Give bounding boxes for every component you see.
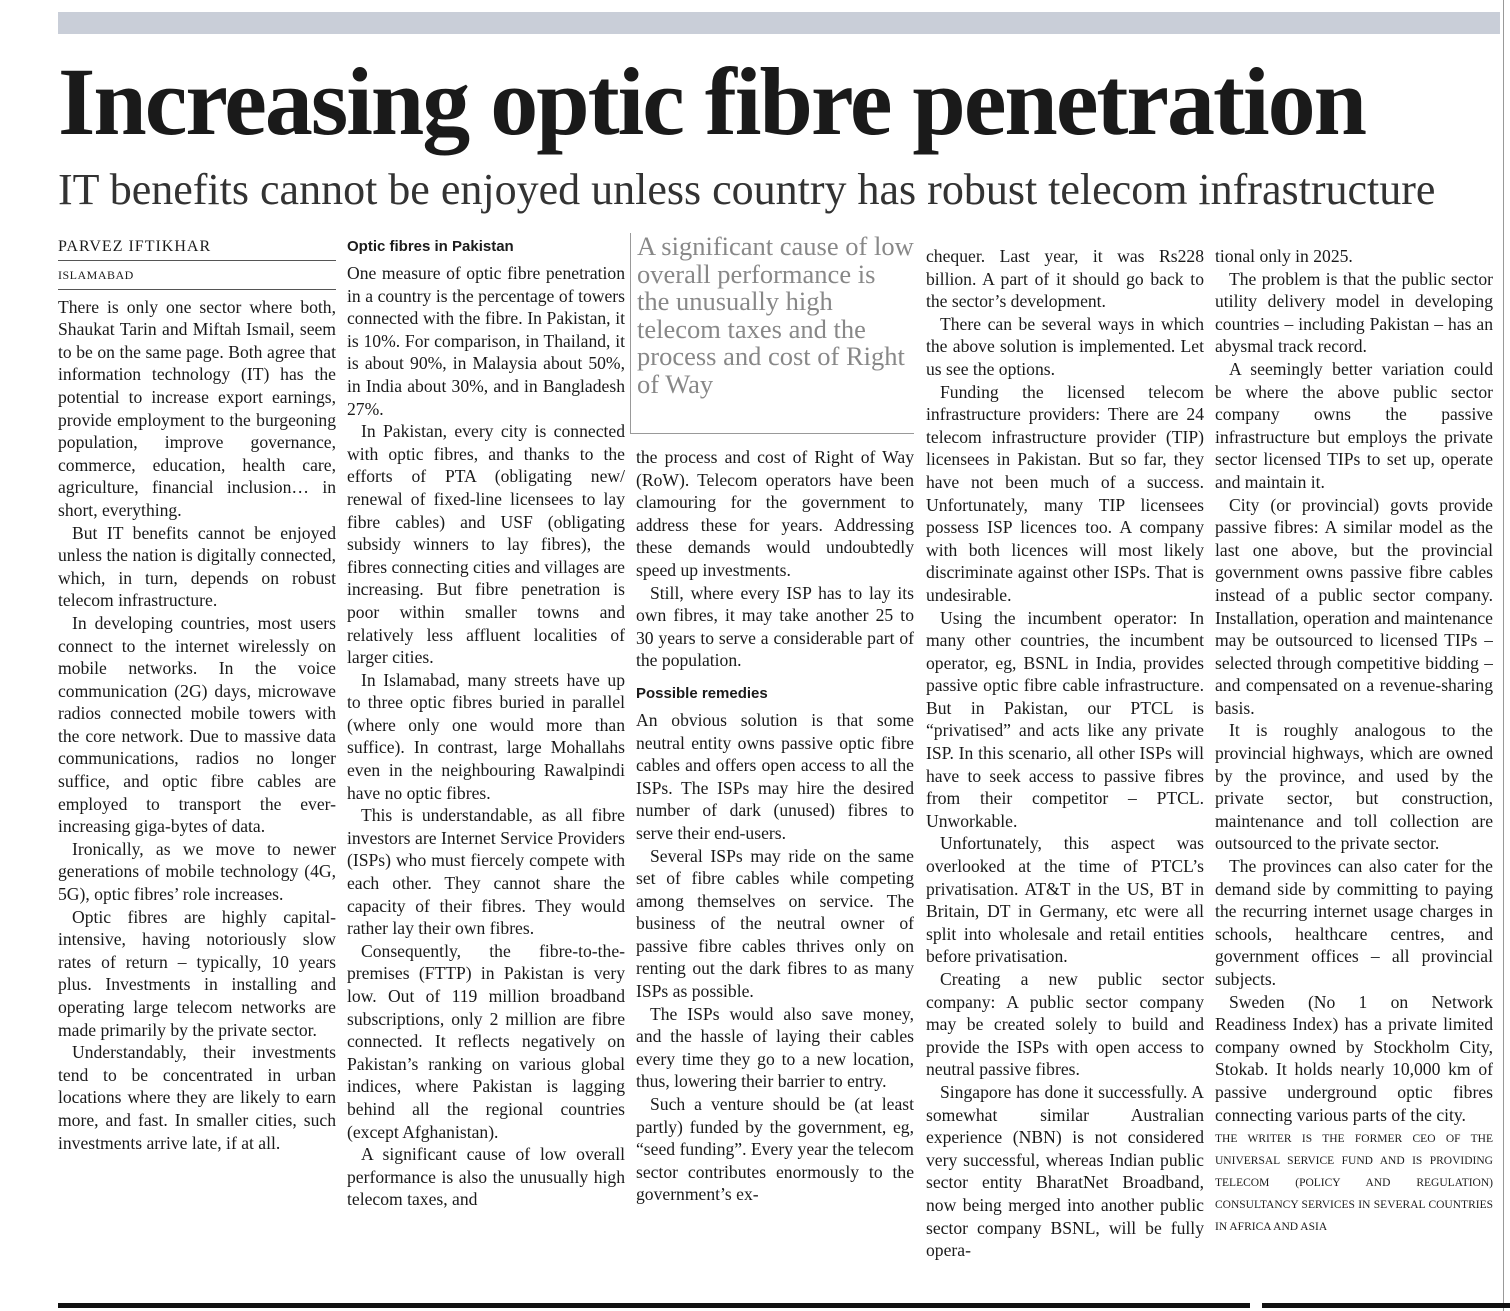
paragraph: The provinces can also cater for the dem… xyxy=(1215,856,1493,989)
paragraph: Sweden (No 1 on Network Readiness Index)… xyxy=(1215,991,1493,1125)
location: ISLAMABAD xyxy=(58,261,336,290)
byline: PARVEZ IFTIKHAR xyxy=(58,237,336,261)
column: tional only in 2025. The problem is that … xyxy=(1215,245,1493,1267)
paragraph: Singapore has done it successfully. A so… xyxy=(926,1081,1204,1261)
writer-note: THE WRITER IS THE FORMER CEO OF THE UNIV… xyxy=(1215,1133,1493,1234)
paragraph: There is only one sector where both, Sha… xyxy=(58,296,336,520)
column: PARVEZ IFTIKHAR ISLAMABAD There is only on… xyxy=(58,237,336,1267)
paragraph: Understandably, their investments tend t… xyxy=(58,1042,336,1153)
paragraph: tional only in 2025. xyxy=(1215,246,1353,266)
paragraph: In Islamabad, many streets have up to th… xyxy=(347,669,625,803)
paragraph: Unfortunately, this aspect was overlooke… xyxy=(926,833,1204,967)
paragraph: This is understandable, as all fibre inv… xyxy=(347,805,625,939)
column: Optic fibres in Pakistan One measure of o… xyxy=(347,237,625,1267)
pull-quote: A significant cause of low overall perfo… xyxy=(630,233,914,434)
column: A significant cause of low overall perfo… xyxy=(630,233,914,1267)
paragraph: chequer. Last year, it was Rs228 billion… xyxy=(926,246,1204,312)
paragraph: A significant cause of low overall perfo… xyxy=(347,1144,625,1210)
paragraph: It is roughly analogous to the provincia… xyxy=(1215,720,1493,854)
paragraph: Optic fibres are highly capital-intensiv… xyxy=(58,906,336,1040)
paragraph: In developing countries, most users conn… xyxy=(58,612,336,837)
column-body: the process and cost of Right of Way (Ro… xyxy=(630,434,914,1206)
subheadline: IT benefits cannot be enjoyed unless cou… xyxy=(58,165,1436,214)
paragraph: A seemingly better variation could be wh… xyxy=(1215,358,1493,492)
paragraph: City (or provincial) govts provide passi… xyxy=(1215,494,1493,718)
paragraph: One measure of optic fibre penetration i… xyxy=(347,263,625,419)
paragraph: An obvious solution is that some neutral… xyxy=(636,709,914,843)
section-heading: Possible remedies xyxy=(636,684,768,702)
paragraph: Funding the licensed telecom infrastruct… xyxy=(926,381,1204,605)
paragraph: Several ISPs may ride on the same set of… xyxy=(636,845,914,1002)
rule xyxy=(1503,0,1504,1311)
column: chequer. Last year, it was Rs228 billion… xyxy=(926,245,1204,1267)
headline: Increasing optic fibre penetration xyxy=(58,48,1367,155)
bottom-rule xyxy=(1262,1303,1510,1308)
paragraph: Creating a new public sector company: A … xyxy=(926,969,1204,1080)
paragraph: the process and cost of Right of Way (Ro… xyxy=(636,447,914,580)
paragraph: Using the incumbent operator: In many ot… xyxy=(926,607,1204,831)
bottom-rule xyxy=(58,1303,1250,1308)
paragraph: But IT benefits cannot be enjoyed unless… xyxy=(58,522,336,611)
paragraph: In Pakistan, every city is connected wit… xyxy=(347,421,625,668)
paragraph: Ironically, as we move to newer generati… xyxy=(58,838,336,905)
paragraph: Still, where every ISP has to lay its ow… xyxy=(636,582,914,671)
paragraph: Consequently, the fibre-to-the-premises … xyxy=(347,940,625,1142)
paragraph: There can be several ways in which the a… xyxy=(926,313,1204,379)
paragraph: The problem is that the public sector ut… xyxy=(1215,268,1493,357)
section-heading: Optic fibres in Pakistan xyxy=(347,238,514,255)
paragraph: The ISPs would also save money, and the … xyxy=(636,1003,914,1092)
paragraph: Such a venture should be (at least partl… xyxy=(636,1094,914,1205)
top-bar xyxy=(58,12,1500,34)
